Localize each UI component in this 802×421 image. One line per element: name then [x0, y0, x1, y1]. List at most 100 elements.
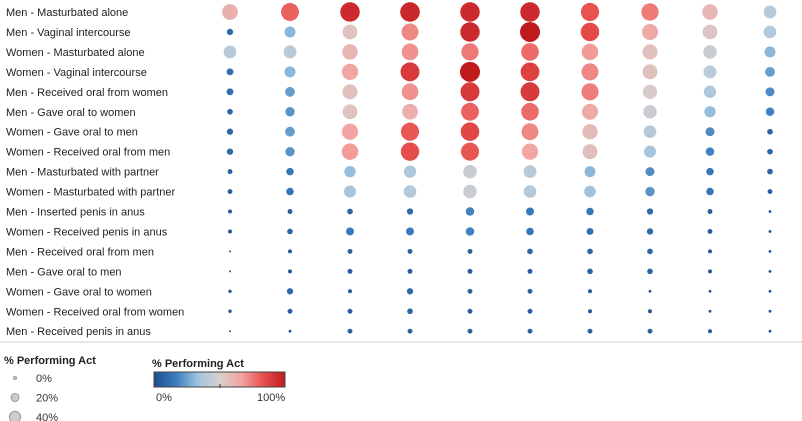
bubble-point[interactable] — [586, 207, 594, 216]
bubble-point[interactable] — [348, 289, 352, 294]
bubble-point[interactable] — [523, 185, 537, 198]
bubble-point[interactable] — [460, 82, 480, 102]
bubble-point[interactable] — [287, 308, 293, 314]
bubble-point[interactable] — [342, 84, 358, 100]
bubble-point[interactable] — [647, 328, 653, 334]
bubble-point[interactable] — [707, 229, 713, 234]
bubble-point[interactable] — [344, 165, 356, 178]
bubble-point[interactable] — [287, 209, 293, 214]
bubble-point[interactable] — [708, 249, 712, 254]
bubble-point[interactable] — [708, 289, 712, 293]
bubble-point[interactable] — [401, 23, 419, 41]
bubble-point[interactable] — [768, 269, 772, 273]
bubble-point[interactable] — [645, 186, 655, 197]
bubble-point[interactable] — [229, 250, 231, 253]
bubble-point[interactable] — [347, 308, 353, 314]
bubble-point[interactable] — [765, 87, 775, 97]
bubble-point[interactable] — [588, 289, 592, 294]
bubble-point[interactable] — [226, 68, 234, 76]
bubble-point[interactable] — [226, 128, 234, 135]
bubble-point[interactable] — [347, 268, 353, 274]
bubble-point[interactable] — [347, 208, 353, 215]
bubble-point[interactable] — [645, 167, 655, 177]
bubble-point[interactable] — [587, 268, 593, 275]
bubble-point[interactable] — [285, 126, 295, 137]
bubble-point[interactable] — [768, 309, 772, 313]
bubble-point[interactable] — [581, 43, 599, 61]
bubble-point[interactable] — [581, 83, 599, 101]
bubble-point[interactable] — [460, 142, 480, 161]
bubble-point[interactable] — [286, 167, 294, 176]
bubble-point[interactable] — [767, 168, 773, 175]
bubble-point[interactable] — [521, 143, 539, 160]
bubble-point[interactable] — [641, 3, 659, 21]
bubble-point[interactable] — [642, 64, 658, 80]
bubble-point[interactable] — [767, 189, 773, 194]
bubble-point[interactable] — [407, 308, 413, 315]
bubble-point[interactable] — [527, 288, 533, 294]
bubble-point[interactable] — [467, 308, 473, 314]
bubble-point[interactable] — [708, 269, 712, 274]
bubble-point[interactable] — [406, 288, 414, 295]
bubble-point[interactable] — [705, 127, 715, 137]
bubble-point[interactable] — [706, 167, 714, 176]
bubble-point[interactable] — [467, 268, 473, 274]
bubble-point[interactable] — [648, 289, 652, 293]
bubble-point[interactable] — [582, 124, 598, 140]
bubble-point[interactable] — [584, 166, 596, 178]
bubble-point[interactable] — [703, 45, 717, 59]
bubble-point[interactable] — [227, 189, 233, 194]
bubble-point[interactable] — [228, 209, 232, 214]
bubble-point[interactable] — [646, 228, 654, 235]
bubble-point[interactable] — [643, 125, 657, 139]
bubble-point[interactable] — [226, 28, 234, 36]
bubble-point[interactable] — [768, 210, 772, 213]
bubble-point[interactable] — [407, 328, 413, 334]
bubble-point[interactable] — [642, 84, 658, 100]
bubble-point[interactable] — [347, 248, 353, 254]
bubble-point[interactable] — [406, 227, 414, 236]
bubble-point[interactable] — [705, 147, 715, 156]
bubble-point[interactable] — [580, 22, 600, 42]
bubble-point[interactable] — [588, 309, 592, 314]
bubble-point[interactable] — [461, 102, 479, 121]
bubble-point[interactable] — [520, 62, 540, 82]
bubble-point[interactable] — [767, 148, 773, 155]
bubble-point[interactable] — [286, 288, 294, 295]
bubble-point[interactable] — [340, 2, 360, 22]
bubble-point[interactable] — [644, 145, 656, 158]
bubble-point[interactable] — [281, 3, 299, 21]
bubble-point[interactable] — [642, 44, 658, 60]
bubble-point[interactable] — [765, 107, 775, 116]
bubble-point[interactable] — [463, 164, 477, 179]
bubble-point[interactable] — [401, 83, 419, 101]
bubble-point[interactable] — [763, 5, 777, 19]
bubble-point[interactable] — [707, 209, 713, 214]
bubble-point[interactable] — [584, 185, 596, 198]
bubble-point[interactable] — [342, 44, 358, 60]
bubble-point[interactable] — [580, 2, 600, 22]
bubble-point[interactable] — [341, 63, 359, 80]
bubble-point[interactable] — [527, 268, 533, 274]
bubble-point[interactable] — [527, 308, 533, 314]
bubble-point[interactable] — [403, 165, 417, 178]
bubble-point[interactable] — [708, 309, 712, 313]
bubble-point[interactable] — [704, 106, 716, 118]
bubble-point[interactable] — [702, 24, 718, 40]
bubble-point[interactable] — [222, 4, 238, 20]
bubble-point[interactable] — [286, 187, 294, 196]
bubble-point[interactable] — [767, 128, 773, 135]
bubble-point[interactable] — [527, 248, 533, 255]
bubble-point[interactable] — [467, 248, 473, 254]
bubble-point[interactable] — [460, 2, 480, 22]
bubble-point[interactable] — [229, 270, 231, 273]
bubble-point[interactable] — [288, 249, 292, 254]
bubble-point[interactable] — [708, 329, 712, 334]
bubble-point[interactable] — [460, 22, 480, 42]
bubble-point[interactable] — [400, 62, 420, 82]
bubble-point[interactable] — [461, 43, 479, 61]
bubble-point[interactable] — [342, 24, 358, 40]
bubble-point[interactable] — [285, 86, 295, 97]
bubble-point[interactable] — [768, 289, 772, 293]
bubble-point[interactable] — [226, 88, 234, 96]
